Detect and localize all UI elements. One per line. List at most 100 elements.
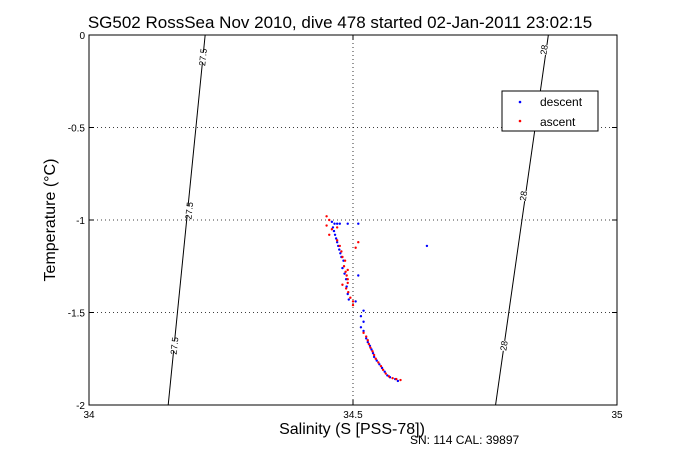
y-tick-label: -0.5 <box>68 124 86 135</box>
data-point-ascent <box>328 218 331 222</box>
isopycnal-lines: 27.5 27.5 27.5 28 28 28 <box>165 34 554 406</box>
data-point-descent <box>333 233 337 236</box>
data-point-descent <box>371 352 375 355</box>
serial-calibration-note: SN: 114 CAL: 39897 <box>410 433 520 447</box>
data-point-ascent <box>349 296 352 299</box>
isopycnal-label-bg <box>179 204 199 217</box>
data-point-ascent <box>367 342 371 346</box>
legend-label-ascent: ascent <box>540 115 576 129</box>
isopycnal-label: 27.5 <box>197 48 209 66</box>
legend-label-descent: descent <box>540 95 583 109</box>
data-point-ascent <box>351 303 355 307</box>
isopycnal-label-bg <box>513 189 534 203</box>
data-point-ascent <box>372 353 376 357</box>
data-point-descent <box>354 300 357 303</box>
isopycnal-label-bg <box>534 43 554 57</box>
data-point-ascent <box>344 270 347 273</box>
axis-ticks: 34 34.5 35 0 -0.5 -1 -1.5 -2 <box>68 31 623 421</box>
data-point-ascent <box>391 376 394 380</box>
data-point-descent <box>331 226 335 229</box>
data-point-ascent <box>374 357 377 360</box>
isopycnal-label: 27.5 <box>183 202 195 220</box>
data-points <box>325 215 429 383</box>
data-point-ascent <box>362 331 365 335</box>
data-point-ascent <box>384 372 387 375</box>
data-point-descent <box>380 366 384 370</box>
data-point-descent <box>346 222 349 225</box>
y-tick-label: -1.5 <box>68 309 86 320</box>
data-point-descent <box>330 220 334 224</box>
data-point-descent <box>357 222 360 225</box>
data-point-ascent <box>346 268 349 272</box>
data-point-descent <box>366 340 369 344</box>
y-tick-label: 0 <box>79 31 85 42</box>
isopycnal-label: 28 <box>538 44 549 55</box>
data-point-ascent <box>325 224 328 227</box>
x-tick-label: 34.5 <box>343 410 363 421</box>
data-point-descent <box>359 315 363 318</box>
data-point-descent <box>332 229 336 233</box>
data-point-descent <box>378 363 381 366</box>
isopycnal-label: 28 <box>498 340 509 351</box>
data-point-descent <box>335 222 339 225</box>
data-point-ascent <box>347 290 350 294</box>
data-point-ascent <box>341 255 344 259</box>
data-point-ascent <box>330 228 334 231</box>
data-point-descent <box>345 285 348 288</box>
isopycnal-label-bg <box>193 51 213 64</box>
data-point-ascent <box>345 274 348 277</box>
y-tick-label: -1 <box>76 216 85 227</box>
data-point-ascent <box>340 250 343 253</box>
data-point-descent <box>359 326 363 329</box>
data-point-descent <box>362 309 365 312</box>
data-point-descent <box>383 370 386 373</box>
data-point-ascent <box>344 287 348 290</box>
legend: descent ascent <box>501 90 599 132</box>
data-point-descent <box>362 329 365 333</box>
data-point-descent <box>372 355 376 359</box>
data-point-descent <box>335 241 339 244</box>
data-point-ascent <box>354 246 357 249</box>
data-point-descent <box>343 272 346 275</box>
data-point-ascent <box>351 300 355 303</box>
data-point-ascent <box>346 278 349 281</box>
y-tick-label: -2 <box>76 401 85 412</box>
data-point-descent <box>362 320 365 323</box>
data-point-descent <box>338 222 341 225</box>
data-point-ascent <box>346 281 349 285</box>
data-point-descent <box>375 359 378 362</box>
data-point-descent <box>339 252 342 255</box>
data-point-descent <box>333 222 336 225</box>
data-point-ascent <box>365 335 368 338</box>
data-point-ascent <box>335 239 339 242</box>
isopycnal-label-bg <box>165 339 184 352</box>
legend-marker-descent <box>518 100 522 104</box>
data-point-ascent <box>379 364 383 368</box>
data-point-ascent <box>366 339 369 342</box>
isopycnal-label-bg <box>494 339 514 353</box>
data-point-descent <box>396 379 400 383</box>
data-point-ascent <box>399 378 402 382</box>
legend-box <box>501 90 599 132</box>
data-point-ascent <box>369 346 372 349</box>
data-point-descent <box>357 274 360 277</box>
x-axis-label: Salinity (S [PSS-78]) <box>279 421 425 438</box>
data-point-ascent <box>342 265 346 268</box>
data-point-descent <box>368 344 372 347</box>
data-point-descent <box>341 266 344 270</box>
chart-title: SG502 RossSea Nov 2010, dive 478 started… <box>88 13 592 32</box>
data-point-ascent <box>357 241 360 244</box>
data-point-descent <box>338 248 341 251</box>
data-point-ascent <box>338 244 341 248</box>
data-point-ascent <box>335 226 339 229</box>
data-point-ascent <box>377 361 380 364</box>
data-point-ascent <box>341 283 344 286</box>
x-tick-label: 35 <box>611 410 623 421</box>
data-point-ascent <box>371 350 374 353</box>
data-point-descent <box>346 292 349 296</box>
legend-marker-ascent <box>518 119 522 123</box>
isopycnal-label: 28 <box>518 190 529 201</box>
data-point-descent <box>425 244 429 248</box>
x-tick-label: 34 <box>83 410 95 421</box>
isopycnal-label: 27.5 <box>169 337 181 355</box>
